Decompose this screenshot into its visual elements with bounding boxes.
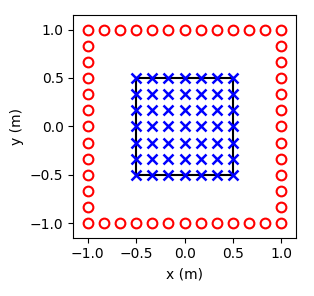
Y-axis label: y (m): y (m) (10, 108, 24, 145)
X-axis label: x (m): x (m) (166, 267, 203, 281)
Bar (136, 78, 233, 175)
